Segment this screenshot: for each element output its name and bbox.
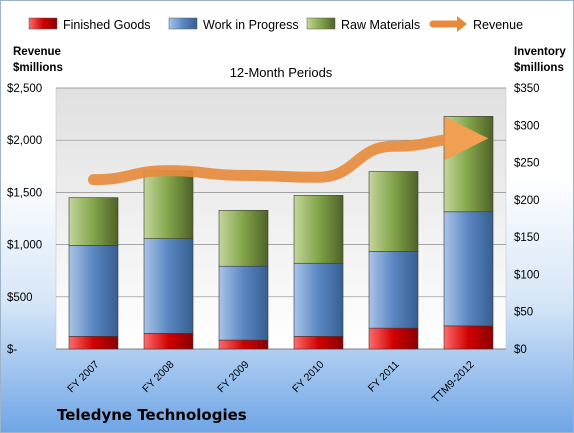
- bar-raw-materials: [293, 195, 344, 264]
- bar-finished-goods: [68, 336, 119, 350]
- left-axis: $- $500 $1,000 $1,500 $2,000 $2,500: [7, 83, 42, 356]
- gridlines: [56, 87, 506, 350]
- right-axis: $0 $50 $100 $150 $200 $250 $300 $350: [514, 83, 540, 356]
- bar-raw-materials: [443, 116, 494, 213]
- bar-work-in-progress: [443, 211, 494, 327]
- x-tick-label: FY 2008: [140, 359, 177, 396]
- axis-titles: Revenue $millions Inventory $millions 12-Mon…: [13, 46, 566, 80]
- legend-swatch: [168, 17, 198, 30]
- x-tick-label: FY 2009: [215, 359, 252, 396]
- bars: [68, 116, 494, 350]
- right-tick-label: $100: [514, 269, 540, 281]
- x-axis: FY 2007 FY 2008 FY 2009 FY 2010 FY 2011 TTM9-…: [65, 359, 477, 406]
- legend-label: Finished Goods: [63, 18, 151, 32]
- revenue-line: [88, 116, 489, 186]
- x-tick-label: FY 2010: [290, 359, 327, 396]
- left-tick-label: $2,000: [7, 135, 42, 147]
- legend-arrow-icon: [457, 16, 467, 32]
- bar-work-in-progress: [68, 245, 119, 337]
- right-axis-title: Inventory: [514, 46, 566, 58]
- legend-swatch: [306, 17, 336, 30]
- legend-label: Revenue: [473, 18, 523, 32]
- bar-finished-goods: [218, 339, 269, 350]
- legend-label: Work in Progress: [203, 18, 299, 32]
- left-tick-label: $1,000: [7, 240, 42, 252]
- bar-raw-materials: [368, 171, 419, 252]
- plot-area: [55, 87, 507, 350]
- left-tick-label: $2,500: [7, 83, 42, 95]
- right-tick-label: $300: [514, 120, 540, 132]
- right-tick-label: $0: [514, 344, 527, 356]
- bar-work-in-progress: [143, 238, 194, 334]
- right-tick-label: $350: [514, 83, 540, 95]
- bar-finished-goods: [443, 325, 494, 350]
- bar-work-in-progress: [218, 265, 269, 341]
- bar-finished-goods: [368, 327, 419, 350]
- right-axis-title: $millions: [514, 62, 564, 74]
- right-tick-label: $50: [514, 307, 533, 319]
- legend-swatch: [28, 17, 58, 30]
- company-name: Teledyne Technologies: [57, 406, 247, 424]
- right-tick-label: $250: [514, 158, 540, 170]
- bar-finished-goods: [293, 336, 344, 350]
- legend-label: Raw Materials: [341, 18, 420, 32]
- bar-raw-materials: [68, 197, 119, 246]
- x-tick-label: FY 2007: [65, 359, 102, 396]
- left-tick-label: $-: [7, 344, 17, 356]
- left-axis-title: $millions: [13, 62, 63, 74]
- bar-work-in-progress: [293, 262, 344, 337]
- bar-work-in-progress: [368, 251, 419, 329]
- right-tick-label: $200: [514, 195, 540, 207]
- x-tick-label: TTM9-2012: [430, 359, 477, 406]
- left-axis-title: Revenue: [13, 46, 61, 58]
- chart-subtitle: 12-Month Periods: [230, 65, 333, 80]
- left-tick-label: $500: [7, 292, 33, 304]
- bar-raw-materials: [143, 170, 194, 239]
- x-tick-label: FY 2011: [366, 359, 402, 395]
- right-tick-label: $150: [514, 232, 540, 244]
- left-tick-label: $1,500: [7, 187, 42, 199]
- bar-finished-goods: [143, 333, 194, 350]
- revenue-line-path: [88, 116, 489, 186]
- bar-raw-materials: [218, 209, 269, 267]
- legend: Finished Goods Work in Progress Raw Materi…: [28, 16, 523, 32]
